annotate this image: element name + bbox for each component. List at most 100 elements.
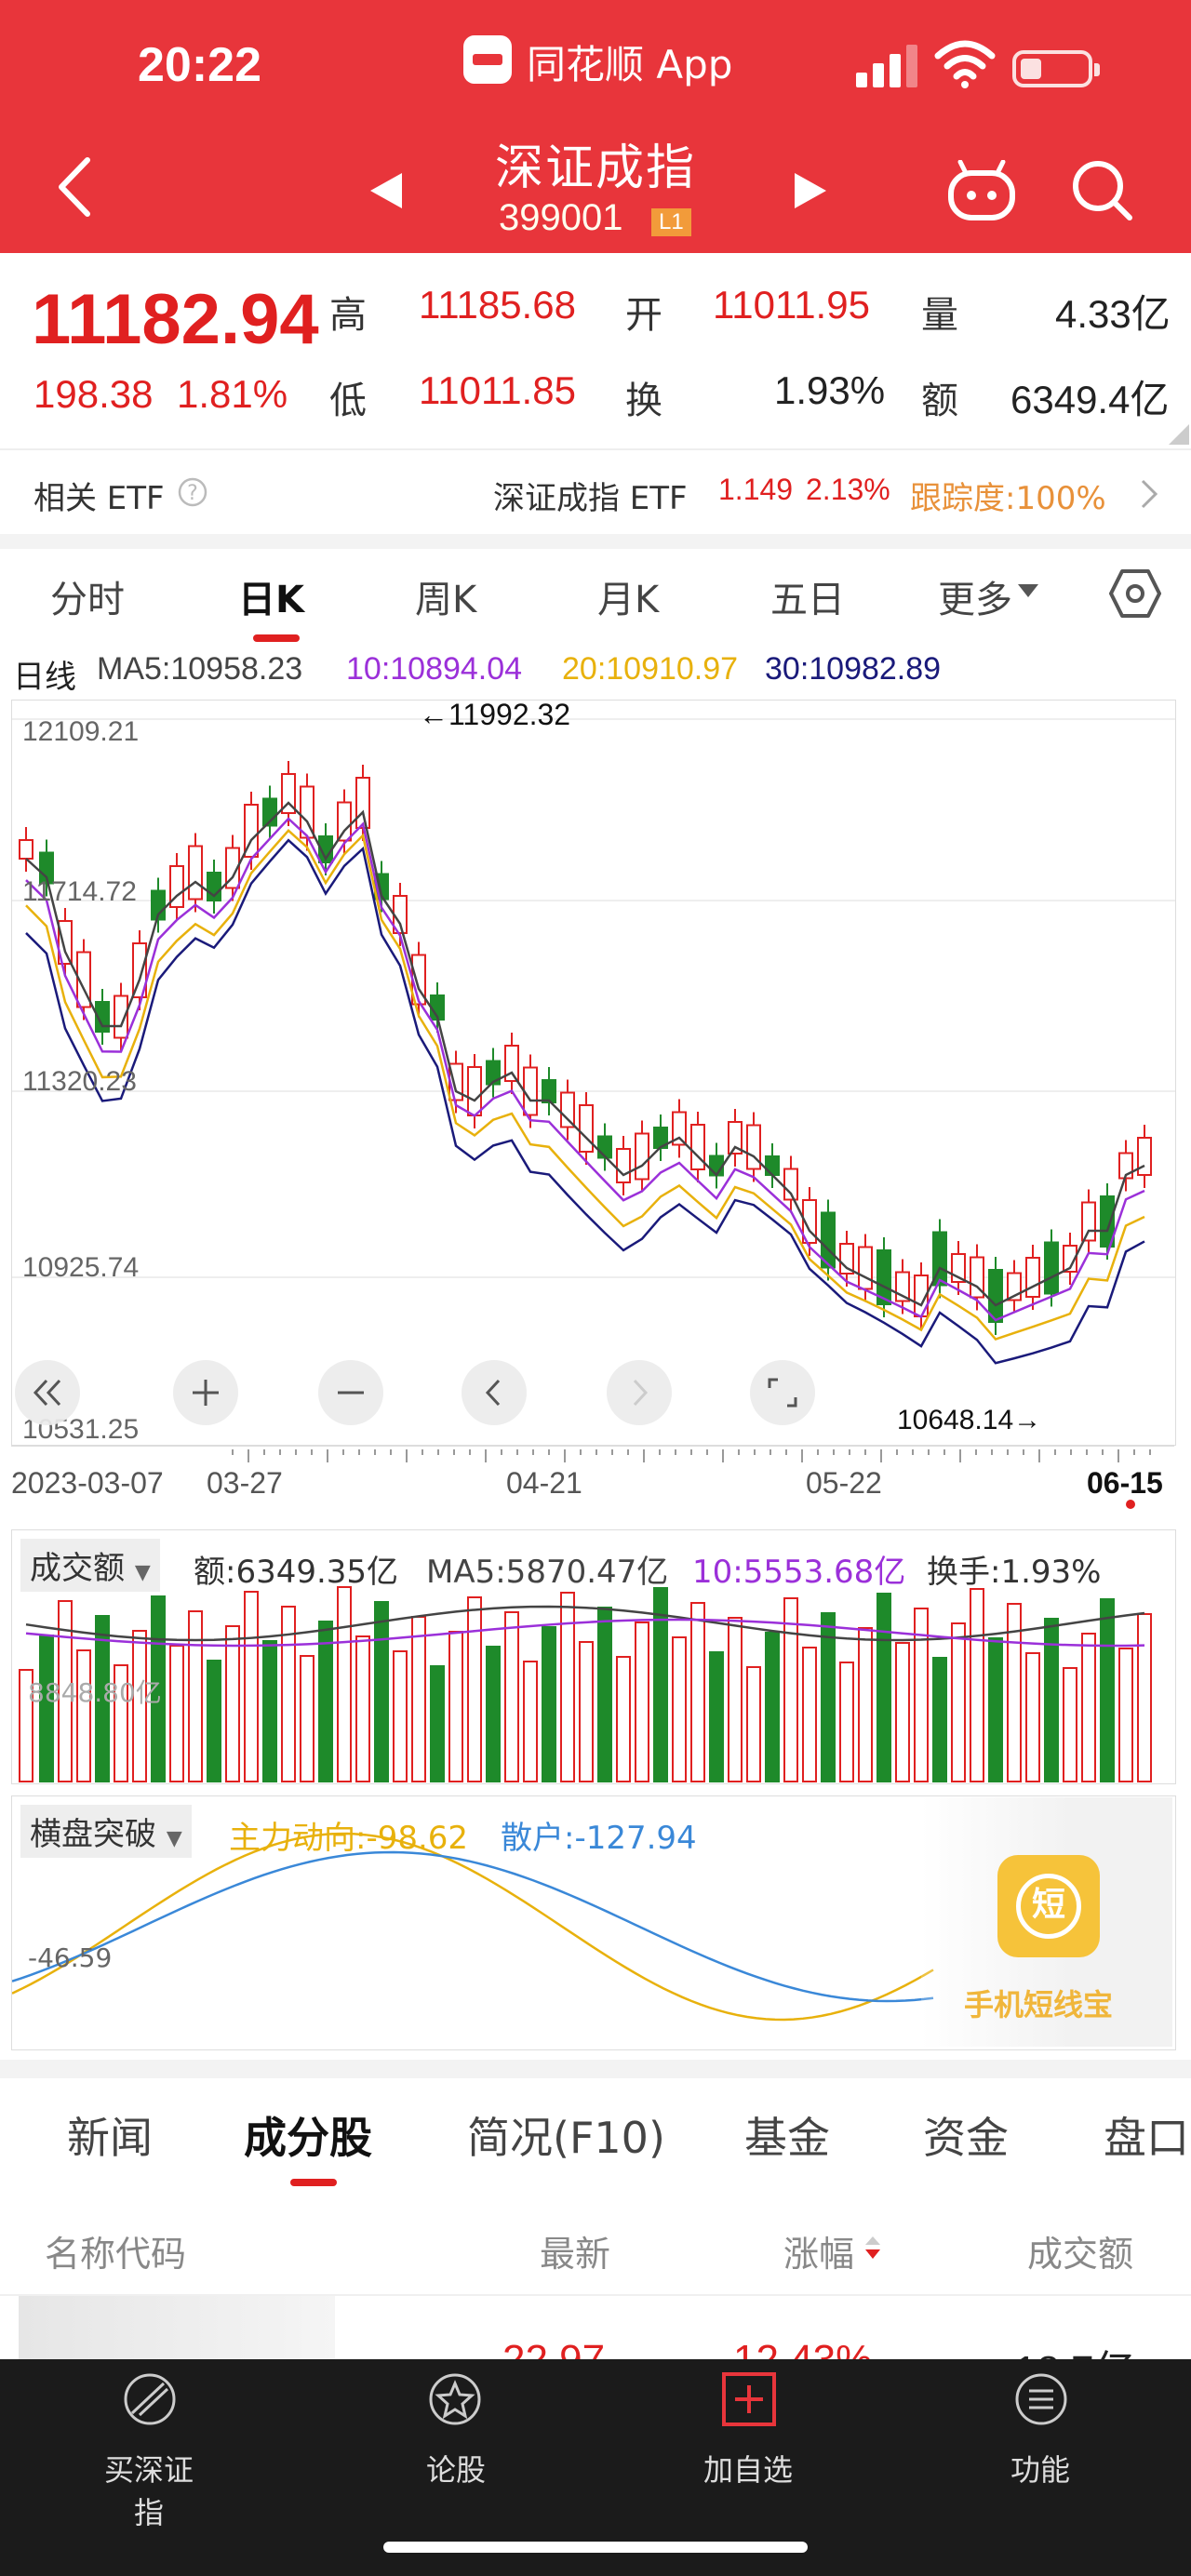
chevron-right-icon[interactable] — [1139, 478, 1159, 510]
volume-bar — [542, 1626, 556, 1782]
volume-bar — [1081, 1633, 1096, 1782]
tab-five-day[interactable]: 五日 — [770, 579, 845, 621]
sort-desc-icon[interactable] — [863, 2235, 882, 2261]
candle-body — [355, 777, 370, 829]
volume-bar — [58, 1600, 73, 1782]
volume-bar — [169, 1645, 184, 1782]
trade-icon[interactable] — [121, 2370, 179, 2428]
nav-add-watchlist[interactable]: 加自选 — [703, 2452, 793, 2488]
col-header-amount[interactable]: 成交额 — [1027, 2234, 1134, 2275]
kline-chart[interactable] — [11, 700, 1176, 1446]
candle-body — [1044, 1241, 1059, 1295]
chart-settings-icon[interactable] — [1109, 567, 1161, 620]
candle-body — [1137, 1137, 1152, 1176]
candle-body — [858, 1246, 873, 1290]
volume-bar — [1025, 1652, 1040, 1782]
help-icon[interactable]: ? — [177, 476, 208, 508]
col-header-latest[interactable]: 最新 — [540, 2234, 611, 2275]
nav-functions[interactable]: 功能 — [1010, 2452, 1070, 2488]
volume-bar — [970, 1588, 984, 1782]
table-row[interactable]: 22.97 12.43% 18.7亿 — [0, 2296, 1191, 2361]
tab-monthly-k[interactable]: 月K — [597, 579, 660, 621]
candle-body — [1025, 1257, 1040, 1298]
tab-weekly-k[interactable]: 周K — [415, 579, 477, 621]
volume-bar — [709, 1651, 724, 1782]
wifi-icon — [934, 40, 996, 88]
search-icon[interactable] — [1070, 158, 1135, 223]
volume-bar — [318, 1621, 333, 1782]
volume-bar — [300, 1655, 314, 1782]
volume-bar — [579, 1641, 594, 1782]
dropdown-arrow-icon[interactable] — [1018, 584, 1038, 599]
prev-index-icon[interactable] — [370, 173, 404, 208]
home-indicator — [383, 2542, 808, 2553]
back-icon[interactable] — [54, 154, 97, 220]
candle-body — [1063, 1245, 1077, 1273]
volume-bar — [932, 1657, 947, 1782]
related-etf-row[interactable]: 相关 ETF ? 深证成指 ETF 1.149 2.13% 跟踪度:100% — [0, 448, 1191, 536]
tab-capital[interactable]: 资金 — [923, 2113, 1009, 2163]
tab-funds[interactable]: 基金 — [744, 2113, 830, 2163]
bottom-nav — [0, 2359, 1191, 2576]
tab-indicator — [253, 634, 300, 642]
candle-body — [486, 1060, 501, 1086]
retail-line — [12, 1850, 934, 2003]
candle-body — [690, 1124, 705, 1170]
open-value: 11011.95 — [713, 283, 870, 327]
tab-order-book[interactable]: 盘口 — [1104, 2113, 1189, 2163]
candle-body — [523, 1066, 538, 1116]
volume-bar — [746, 1666, 761, 1782]
volume-chart[interactable] — [11, 1529, 1176, 1784]
add-watchlist-icon[interactable] — [720, 2370, 778, 2428]
menu-icon[interactable] — [1012, 2370, 1070, 2428]
tab-more[interactable]: 更多 — [938, 579, 1012, 621]
tab-components[interactable]: 成分股 — [244, 2113, 372, 2163]
candle-body — [337, 801, 352, 842]
zoom-out-button[interactable] — [318, 1360, 383, 1425]
tab-intraday[interactable]: 分时 — [50, 579, 125, 621]
volume-bar — [393, 1650, 408, 1782]
nav-discussion[interactable]: 论股 — [425, 2452, 486, 2488]
zoom-in-button[interactable] — [173, 1360, 238, 1425]
short-line-label[interactable]: 手机短线宝 — [964, 1987, 1114, 2022]
current-date-dot — [1126, 1500, 1135, 1509]
volume-bar — [207, 1660, 221, 1782]
candle-body — [188, 845, 203, 901]
nav-buy-index[interactable]: 买深证指 — [103, 2452, 194, 2530]
date-label: 05-22 — [806, 1466, 882, 1500]
tab-daily-k[interactable]: 日K — [238, 579, 304, 621]
next-index-icon[interactable] — [793, 173, 826, 208]
tab-news[interactable]: 新闻 — [67, 2113, 153, 2163]
ma5-line — [25, 801, 1145, 1307]
ma10-line — [25, 817, 1145, 1322]
robot-assistant-icon[interactable] — [947, 160, 1016, 221]
y-axis-label: 12109.21 — [22, 716, 140, 747]
high-value: 11185.68 — [419, 283, 576, 327]
expand-corner-icon[interactable] — [1169, 424, 1189, 445]
pan-right-button[interactable] — [607, 1360, 672, 1425]
pan-left-button[interactable] — [462, 1360, 527, 1425]
volume-bar — [560, 1592, 575, 1782]
volume-indicator-select[interactable]: 成交额 ▼ — [20, 1539, 160, 1592]
row-change: 12.43% — [733, 2337, 873, 2361]
zoom-out-left-button[interactable] — [15, 1360, 80, 1425]
volume-bar — [244, 1591, 259, 1782]
tab-profile[interactable]: 简况(F10) — [467, 2113, 665, 2163]
volume-indicator-label: 成交额 — [30, 1550, 125, 1587]
short-line-icon[interactable]: 短 — [997, 1855, 1100, 1957]
index-title: 深证成指 — [494, 140, 696, 196]
indicator-chart[interactable] — [11, 1795, 1176, 2050]
volume-bar — [802, 1647, 817, 1782]
divider — [0, 2294, 1191, 2296]
volume-bar — [914, 1608, 929, 1782]
indicator-select[interactable]: 横盘突破 ▼ — [20, 1805, 192, 1858]
date-label: 03-27 — [207, 1466, 283, 1500]
price-change-pct: 1.81% — [177, 372, 288, 416]
candle-body — [244, 804, 259, 858]
ma30-value: 30:10982.89 — [765, 651, 942, 687]
candle-body — [877, 1249, 891, 1305]
section-divider — [0, 534, 1191, 549]
fullscreen-button[interactable] — [750, 1360, 815, 1425]
discussion-icon[interactable] — [426, 2370, 484, 2428]
col-header-change[interactable]: 涨幅 — [783, 2234, 855, 2275]
